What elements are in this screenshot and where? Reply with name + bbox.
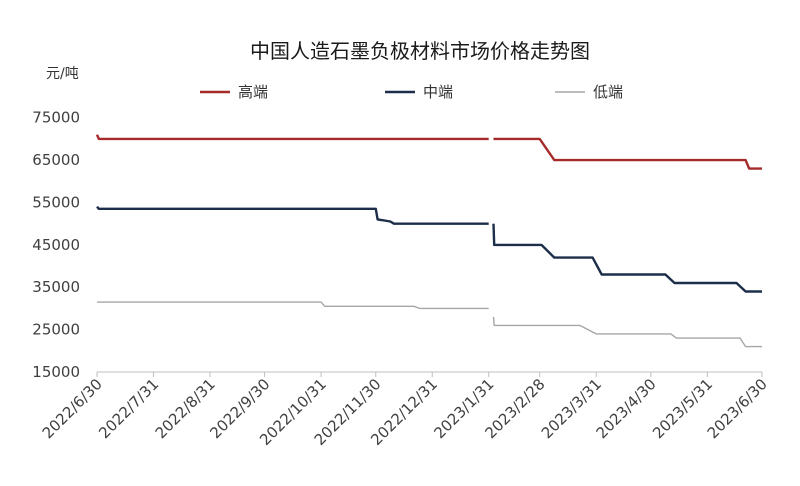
x-tick-label: 2023/4/30	[593, 375, 660, 442]
series-line-3	[97, 301, 762, 348]
y-tick-label: 75000	[32, 109, 80, 127]
y-axis-unit: 元/吨	[46, 66, 79, 82]
x-axis: 2022/6/302022/7/312022/8/312022/9/302022…	[39, 371, 771, 449]
y-tick-label: 35000	[32, 278, 80, 296]
x-tick-label: 2023/6/30	[704, 375, 771, 442]
y-tick-label: 15000	[32, 363, 80, 381]
y-axis: 75000 65000 55000 45000 35000 25000 15000	[32, 109, 80, 381]
series-line-2	[96, 205, 762, 293]
legend-label: 中端	[423, 83, 453, 101]
chart-title: 中国人造石墨负极材料市场价格走势图	[250, 39, 590, 63]
legend-label: 高端	[238, 83, 268, 101]
y-tick-label: 25000	[32, 321, 80, 339]
series-line-1	[95, 134, 762, 170]
x-tick-label: 2022/6/30	[39, 375, 106, 442]
legend-label: 低端	[593, 83, 623, 101]
y-tick-label: 55000	[32, 193, 80, 211]
legend: 高端 中端 低端	[200, 83, 623, 101]
y-tick-label: 45000	[32, 236, 80, 254]
x-tick-label: 2022/7/31	[95, 375, 162, 442]
plot-area	[95, 134, 762, 348]
y-tick-label: 65000	[32, 151, 80, 169]
